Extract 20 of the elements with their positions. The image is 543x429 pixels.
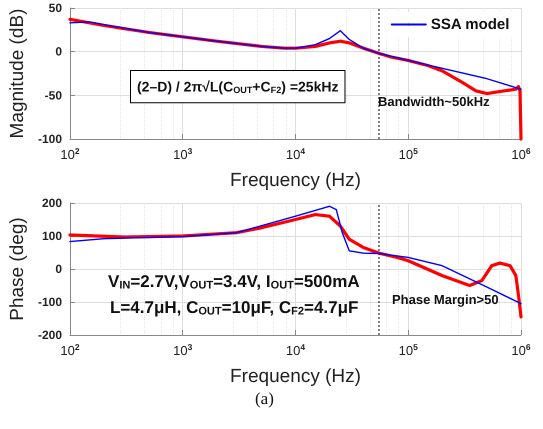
y-tick-label: -50: [44, 88, 62, 102]
text: (a): [255, 389, 274, 408]
y-tick-label: -100: [38, 295, 62, 309]
y-tick-label: 0: [55, 262, 62, 276]
y-tick-label: 100: [42, 229, 62, 243]
annotation: Phase Margin>50: [392, 292, 499, 307]
y-axis-title: Magnitude (dB): [7, 8, 28, 138]
y-tick-label: 0: [55, 44, 62, 59]
y-tick-label: 200: [42, 196, 62, 210]
x-axis-title: Frequency (Hz): [230, 366, 361, 387]
y-axis-title: Phase (deg): [7, 217, 28, 321]
y-tick-label: -100: [38, 132, 62, 146]
x-axis-title: Frequency (Hz): [230, 170, 361, 191]
y-tick-label: -200: [38, 328, 62, 342]
annotation: L=4.7μH, COUT=10μF, CF2=4.7μF: [110, 298, 358, 318]
annotation: VIN=2.7V,VOUT=3.4V, IOUT=500mA: [108, 272, 360, 292]
legend-label: SSA model: [430, 16, 510, 33]
y-tick-label: 50: [48, 1, 62, 15]
annotation: (2–D) / 2π√L(COUT+CF2) =25kHz: [137, 78, 338, 95]
annotation: Bandwidth~50kHz: [378, 94, 490, 109]
